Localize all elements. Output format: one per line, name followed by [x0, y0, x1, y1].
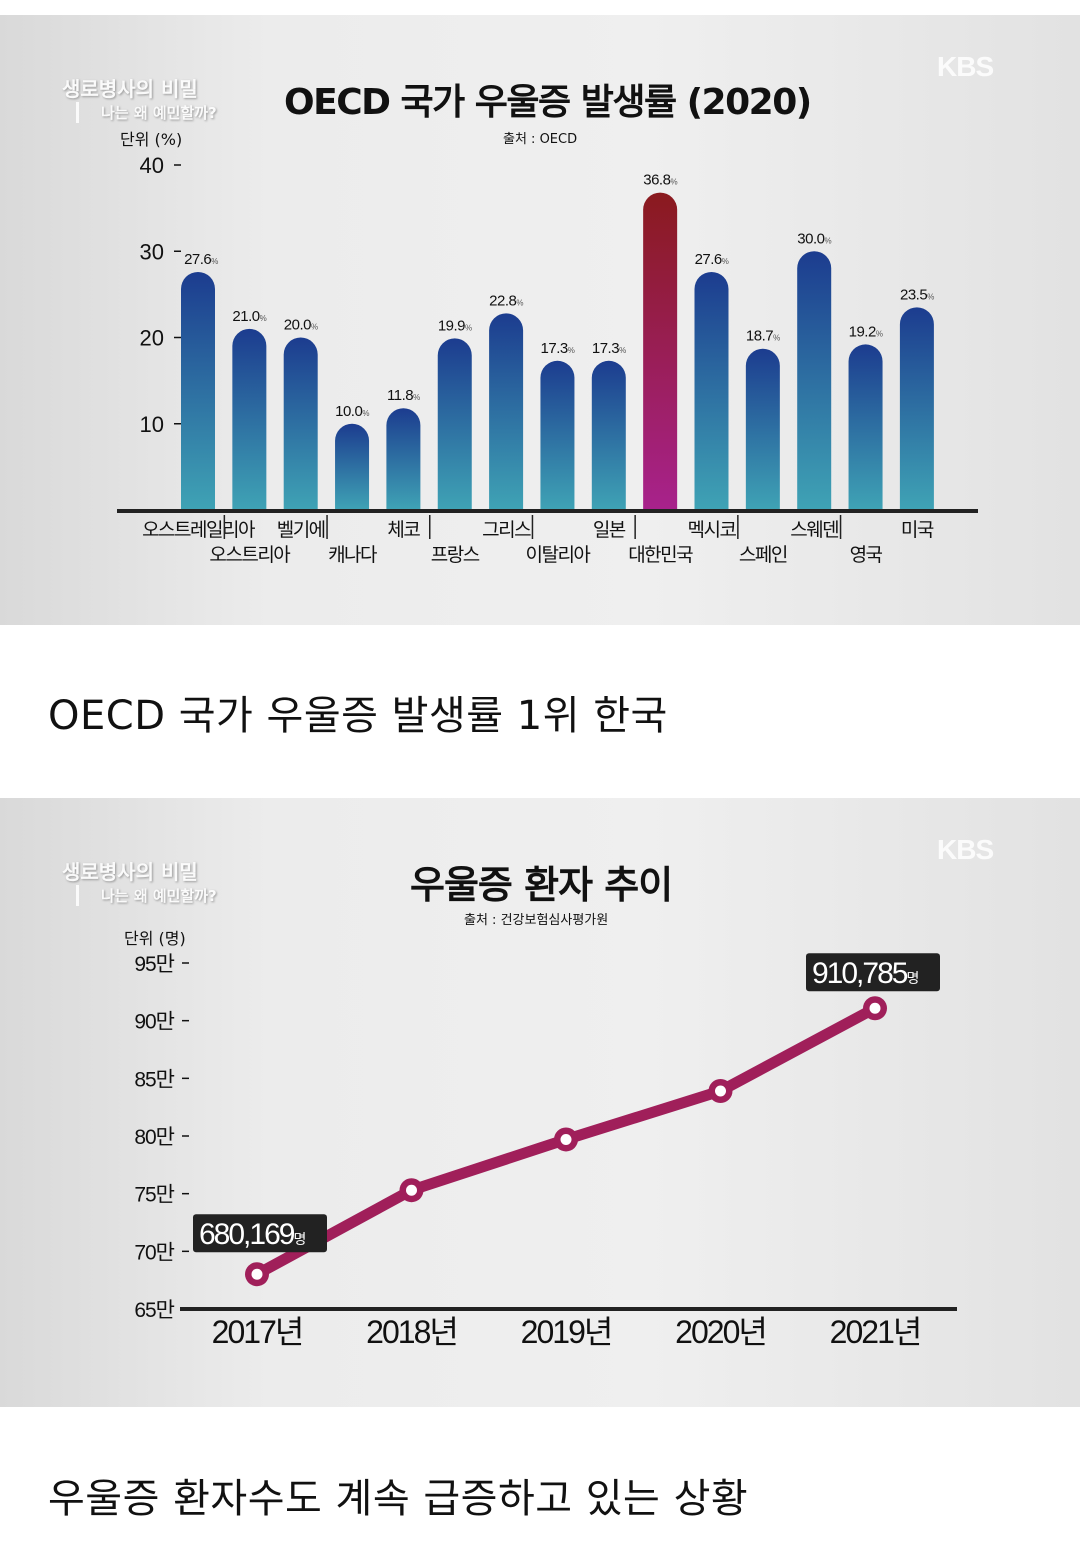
- bar: [848, 344, 883, 510]
- bar-value-label: 17.3%: [592, 340, 626, 357]
- category-label: 스웨덴: [790, 519, 838, 541]
- chart-source: 출처 : OECD: [503, 132, 578, 147]
- bar: [540, 360, 575, 510]
- y-tick-label: 95만: [134, 953, 174, 976]
- patient-trend-chart-panel: 생로병사의 비밀 나는 왜 예민할까? KBS 우울증 환자 추이 출처 : 건…: [0, 798, 1080, 1407]
- show-logo: 생로병사의 비밀 나는 왜 예민할까?: [62, 856, 217, 906]
- category-label: 그리스: [482, 519, 531, 541]
- category-label: 체코: [387, 519, 420, 541]
- bar-chart: 10 20 30 40 27.6% 오스트레일리아 21.0% 오스트리아 20.0% 벨기에 10…: [117, 153, 978, 566]
- bar-value-label: 11.8%: [387, 387, 420, 404]
- bar: [797, 251, 832, 510]
- show-logo: 생로병사의 비밀 나는 왜 예민할까?: [62, 73, 217, 123]
- bar: [437, 338, 472, 510]
- x-tick-label: 2020년: [675, 1314, 766, 1350]
- y-tick-label: 90만: [134, 1011, 174, 1034]
- category-label: 멕시코: [688, 519, 737, 541]
- category-label: 프랑스: [431, 544, 480, 566]
- data-label: 910,785명: [812, 957, 918, 990]
- bar: [181, 271, 215, 510]
- bar: [591, 360, 626, 510]
- category-label: 일본: [593, 519, 626, 541]
- category-label: 미국: [901, 519, 934, 541]
- bar: [489, 313, 524, 510]
- chart-title: OECD 국가 우울증 발생률 (2020): [284, 82, 812, 123]
- category-label: 이탈리아: [525, 544, 590, 566]
- y-axis-unit: 단위 (명): [124, 929, 186, 948]
- show-title: 생로병사의 비밀: [62, 860, 198, 884]
- kbs-logo: KBS: [937, 51, 994, 82]
- bar-value-label: 17.3%: [541, 340, 575, 357]
- chart-source: 출처 : 건강보험심사평가원: [464, 913, 609, 928]
- y-tick-label: 85만: [134, 1068, 174, 1091]
- x-tick-label: 2018년: [366, 1314, 457, 1350]
- data-point-center: [406, 1184, 417, 1196]
- bar-value-label: 18.7%: [746, 328, 780, 345]
- y-tick-label: 65만: [134, 1299, 174, 1322]
- bar: [899, 307, 934, 510]
- caption-1: OECD 국가 우울증 발생률 1위 한국: [48, 693, 668, 739]
- x-tick-label: 2017년: [212, 1314, 303, 1350]
- y-tick-label: 75만: [134, 1184, 174, 1207]
- category-label: 스페인: [739, 544, 787, 566]
- data-label-box: [193, 1214, 327, 1253]
- bar: [335, 423, 370, 510]
- y-tick-label: 70만: [134, 1241, 174, 1264]
- y-tick-label: 80만: [134, 1126, 174, 1149]
- category-label: 캐나다: [328, 544, 377, 566]
- bar: [745, 348, 780, 510]
- bar-value-label: 23.5%: [900, 286, 934, 303]
- bar: [386, 408, 421, 510]
- y-tick-label: 10: [140, 412, 164, 437]
- bar-value-label: 30.0%: [797, 230, 831, 247]
- bar: [694, 271, 729, 510]
- bar: [232, 328, 267, 510]
- bar-value-label: 19.2%: [849, 323, 883, 340]
- data-label: 680,169명: [199, 1218, 305, 1251]
- bar-value-label: 36.8%: [643, 172, 677, 189]
- show-subtitle: 나는 왜 예민할까?: [76, 885, 217, 906]
- x-tick-label: 2019년: [521, 1314, 612, 1350]
- data-label-box: [806, 953, 940, 992]
- category-label: 벨기에: [277, 519, 325, 541]
- data-point-center: [715, 1085, 726, 1097]
- y-tick-label: 20: [140, 326, 164, 351]
- depression-rate-chart-panel: 생로병사의 비밀 나는 왜 예민할까? KBS OECD 국가 우울증 발생률 …: [0, 15, 1080, 625]
- bar-value-label: 21.0%: [232, 308, 266, 325]
- bar-value-label: 27.6%: [695, 251, 729, 268]
- show-subtitle: 나는 왜 예민할까?: [76, 102, 217, 123]
- data-point-center: [869, 1002, 881, 1014]
- y-axis-unit: 단위 (%): [120, 130, 183, 149]
- y-tick-label: 30: [140, 239, 164, 264]
- bar: [643, 192, 678, 510]
- y-tick-label: 40: [140, 153, 164, 178]
- kbs-logo: KBS: [937, 834, 994, 865]
- caption-2: 우울증 환자수도 계속 급증하고 있는 상황: [48, 1476, 749, 1522]
- bar-value-label: 19.9%: [438, 317, 472, 334]
- bar-value-label: 10.0%: [335, 403, 369, 420]
- data-point-center: [560, 1133, 572, 1145]
- category-label: 영국: [850, 544, 883, 566]
- line-chart: 65만 70만 75만 80만 85만 90만 95만 2017년 2018년 2019년 2020…: [134, 953, 957, 1350]
- category-label: 오스트리아: [209, 544, 290, 566]
- data-point-center: [251, 1268, 263, 1280]
- x-tick-label: 2021년: [830, 1314, 921, 1350]
- bar-value-label: 27.6%: [184, 251, 218, 268]
- bar: [283, 337, 318, 510]
- category-label: 오스트레일리아: [142, 519, 255, 541]
- bar-value-label: 22.8%: [489, 292, 523, 309]
- show-title: 생로병사의 비밀: [62, 77, 198, 101]
- category-label: 대한민국: [628, 544, 693, 566]
- bar-value-label: 20.0%: [284, 317, 318, 334]
- chart-title: 우울증 환자 추이: [410, 863, 673, 907]
